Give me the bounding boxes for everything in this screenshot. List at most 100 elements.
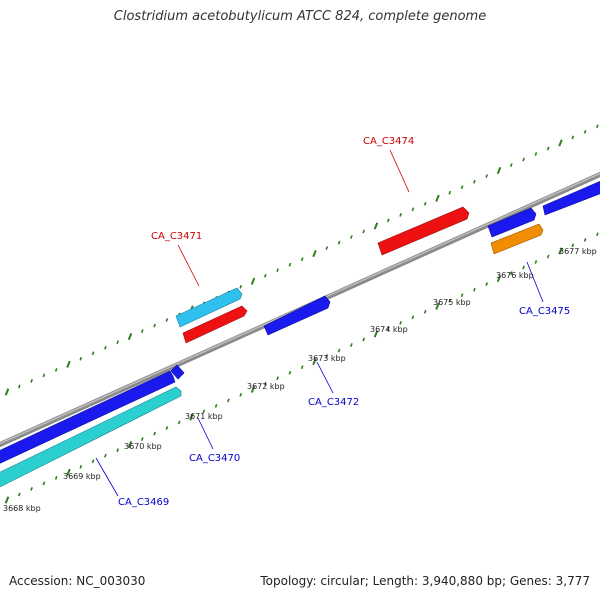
minor-tick <box>448 190 452 195</box>
minor-tick <box>54 476 58 480</box>
minor-tick <box>91 351 95 356</box>
gene-ca-c3470-arrow[interactable] <box>0 370 176 468</box>
minor-tick <box>534 152 538 156</box>
minor-tick <box>534 260 538 264</box>
minor-tick <box>423 201 427 206</box>
minor-tick <box>30 487 33 491</box>
minor-tick <box>116 340 120 345</box>
minor-tick <box>288 370 292 375</box>
upper-tick-track <box>4 124 599 396</box>
scale-label: 3669 kbp <box>63 472 101 481</box>
minor-tick <box>571 135 575 140</box>
minor-tick <box>104 345 107 350</box>
minor-tick <box>411 315 415 320</box>
minor-tick <box>116 448 120 453</box>
minor-tick <box>153 431 156 436</box>
minor-tick <box>227 398 230 403</box>
gene-ca-c3475-blue[interactable] <box>487 207 537 238</box>
gene-label-ca-c3475[interactable]: CA_C3475 <box>519 306 570 317</box>
minor-tick <box>473 179 476 184</box>
minor-tick <box>596 232 599 237</box>
minor-tick <box>448 298 452 303</box>
gene-ca-c3475-orange[interactable] <box>490 223 544 255</box>
scale-label: 3673 kbp <box>308 354 346 363</box>
major-tick <box>496 275 502 283</box>
minor-tick <box>288 262 292 267</box>
minor-tick <box>79 464 83 469</box>
scale-label: 3670 kbp <box>124 442 162 451</box>
minor-tick <box>399 321 402 325</box>
minor-tick <box>165 318 169 322</box>
scale-labels: 3668 kbp 3669 kbp 3670 kbp 3671 kbp 3672… <box>3 247 597 513</box>
gene-ca-c3474-arrow[interactable] <box>377 206 470 256</box>
minor-tick <box>460 185 464 190</box>
minor-tick <box>596 124 599 129</box>
major-tick <box>373 222 379 230</box>
leader-ca-c3472 <box>316 361 334 394</box>
minor-tick <box>165 426 169 430</box>
gene-label-ca-c3470[interactable]: CA_C3470 <box>189 453 240 464</box>
accession-text: Accession: NC_003030 <box>9 574 146 588</box>
minor-tick <box>140 437 144 441</box>
minor-tick <box>386 326 390 331</box>
gene-edge-blue-arrow[interactable] <box>542 177 600 216</box>
major-tick <box>189 413 194 421</box>
major-tick <box>558 247 563 255</box>
minor-tick <box>17 492 21 497</box>
minor-tick <box>485 174 489 178</box>
major-tick <box>312 358 317 366</box>
leader-ca-c3471 <box>177 244 200 287</box>
gene-ca-c3471-light[interactable] <box>175 287 243 328</box>
minor-tick <box>423 309 427 314</box>
minor-tick <box>509 271 513 275</box>
minor-tick <box>473 287 476 292</box>
lower-tick-track <box>4 232 599 504</box>
leader-lines <box>95 149 544 497</box>
major-tick <box>373 330 379 338</box>
gene-label-ca-c3472[interactable]: CA_C3472 <box>308 397 359 408</box>
gene-ca-c3471-red[interactable] <box>182 305 248 344</box>
major-tick <box>4 388 10 396</box>
gene-ca-c3472-arrow[interactable] <box>263 295 331 336</box>
minor-tick <box>411 207 415 212</box>
minor-tick <box>104 453 107 458</box>
minor-tick <box>522 157 525 162</box>
leader-ca-c3474 <box>389 149 410 193</box>
minor-tick <box>263 381 267 386</box>
gene-ca-c3469-arrow[interactable] <box>0 386 182 492</box>
major-tick <box>558 139 563 147</box>
scale-label: 3675 kbp <box>433 298 471 307</box>
major-tick <box>496 167 502 175</box>
major-tick <box>66 360 71 368</box>
minor-tick <box>239 284 243 289</box>
minor-tick <box>153 323 156 328</box>
major-tick <box>66 468 71 476</box>
major-tick <box>312 250 317 258</box>
minor-tick <box>485 282 489 286</box>
minor-tick <box>350 343 353 347</box>
scale-label: 3668 kbp <box>3 504 41 513</box>
major-tick <box>127 333 133 341</box>
map-title: Clostridium acetobutylicum ATCC 824, com… <box>113 9 487 24</box>
minor-tick <box>460 293 464 298</box>
minor-tick <box>399 213 402 217</box>
minor-tick <box>54 368 58 372</box>
gene-label-ca-c3471[interactable]: CA_C3471 <box>151 231 202 242</box>
gene-ca-c3470-arrowhead[interactable] <box>170 364 185 380</box>
leader-ca-c3475 <box>526 261 544 303</box>
leader-ca-c3470 <box>197 417 214 450</box>
minor-tick <box>325 354 329 358</box>
minor-tick <box>17 384 21 389</box>
minor-tick <box>214 404 218 408</box>
scale-label: 3674 kbp <box>370 325 408 334</box>
gene-label-ca-c3469[interactable]: CA_C3469 <box>118 497 169 508</box>
minor-tick <box>337 240 341 245</box>
genome-summary-text: Topology: circular; Length: 3,940,880 bp… <box>260 574 590 588</box>
major-tick <box>435 194 440 202</box>
gene-label-ca-c3474[interactable]: CA_C3474 <box>363 136 414 147</box>
scale-label: 3676 kbp <box>496 271 534 280</box>
minor-tick <box>30 379 33 383</box>
minor-tick <box>583 130 587 134</box>
minor-tick <box>337 348 341 353</box>
